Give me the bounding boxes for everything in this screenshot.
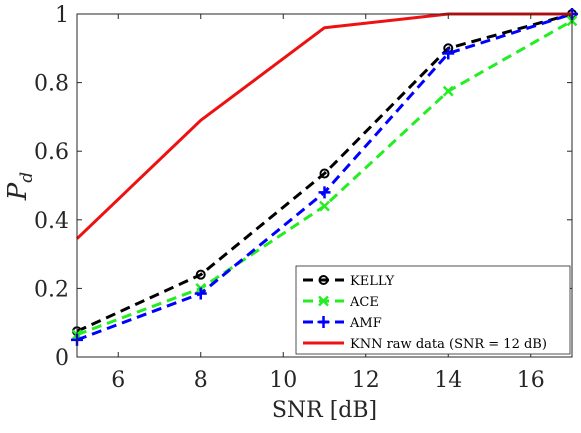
ticks-layer: 6 8 10 12 14 16 0 0.2 0.4 0.6 0.8 1 [34, 3, 572, 393]
x-tick-label: 8 [194, 368, 208, 393]
y-axis-label: Pd [3, 172, 37, 202]
y-tick-label: 0 [55, 346, 69, 371]
x-tick-label: 6 [111, 368, 125, 393]
y-tick-label: 1 [55, 3, 69, 28]
y-tick-label: 0.4 [34, 209, 69, 234]
axes-box [76, 13, 573, 358]
legend-entry-ace: ACE [303, 295, 379, 310]
legend-entries: KELLY ACE AMF KNN raw data (SNR = 12 dB) [303, 274, 547, 352]
y-tick-label: 0.2 [34, 277, 69, 302]
legend-entry-amf: AMF [303, 316, 382, 331]
x-axis-label: SNR [dB] [272, 398, 377, 423]
legend-label: AMF [349, 316, 382, 331]
x-tick-label: 10 [269, 368, 297, 393]
data-point-ace [319, 200, 330, 212]
data-point-amf [442, 47, 455, 60]
y-tick-label: 0.8 [34, 72, 69, 97]
data-point-kelly [195, 269, 206, 280]
legend-marker [317, 316, 330, 328]
data-point-kelly [319, 168, 330, 179]
data-point-ace [442, 85, 454, 97]
y-axis-label-sub: d [17, 172, 37, 183]
x-tick-label: 14 [434, 368, 462, 393]
data-point-amf [318, 186, 331, 199]
legend-label: ACE [349, 295, 379, 310]
x-tick-label: 16 [517, 368, 545, 393]
legend-entry-knn-raw-data-snr-12-db: KNN raw data (SNR = 12 dB) [303, 337, 547, 352]
legend-label: KELLY [350, 274, 395, 289]
y-axis-label-main: P [3, 182, 33, 201]
legend-marker [318, 275, 329, 285]
series-line-kelly [76, 12, 573, 333]
x-tick-label: 12 [352, 368, 380, 393]
legend-marker [318, 295, 329, 307]
legend-label: KNN raw data (SNR = 12 dB) [350, 337, 547, 352]
legend-entry-kelly: KELLY [303, 274, 395, 289]
legend: KELLY ACE AMF KNN raw data (SNR = 12 dB) [295, 265, 571, 355]
data-point-amf [194, 287, 207, 300]
y-tick-label: 0.6 [34, 140, 69, 165]
